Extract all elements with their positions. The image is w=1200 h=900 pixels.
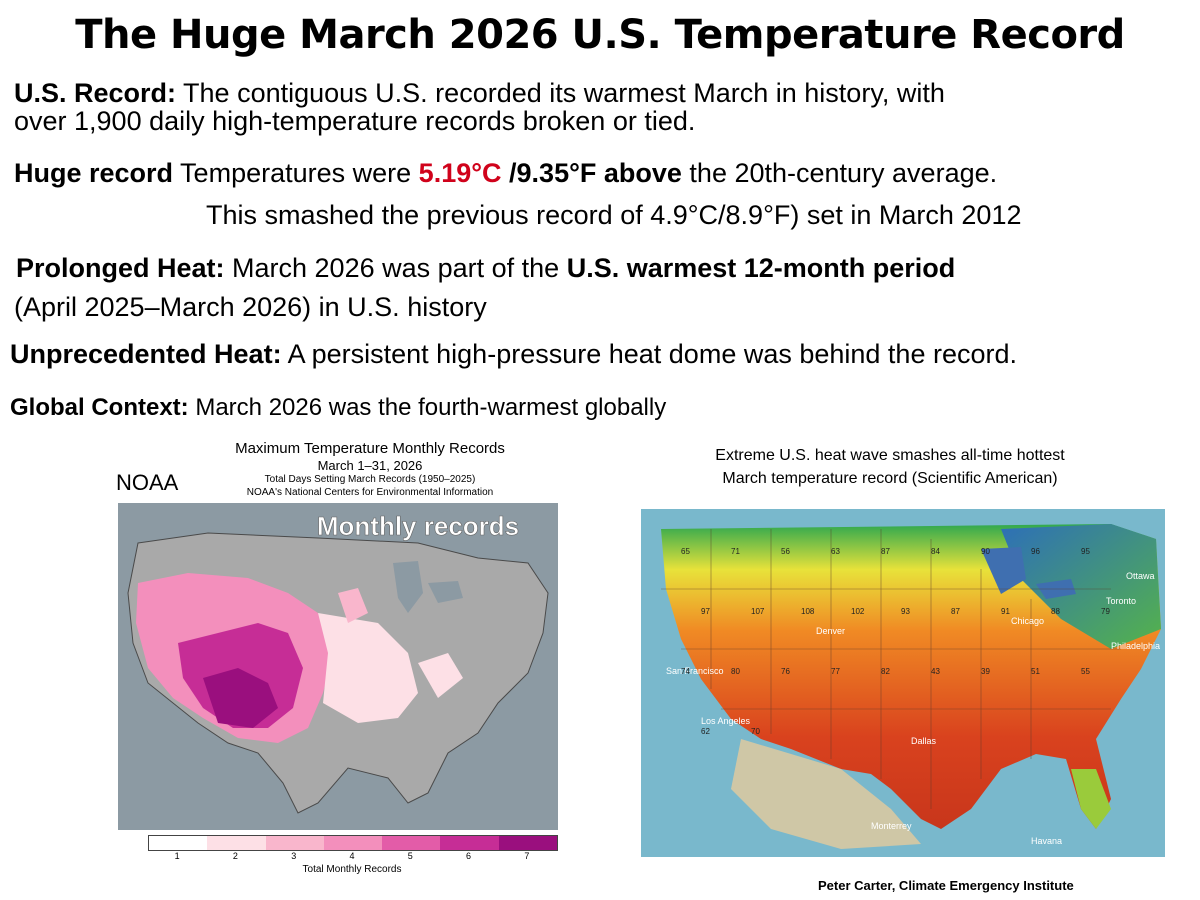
- temperature-label: 80: [731, 667, 740, 676]
- temperature-label: 87: [881, 547, 890, 556]
- temperature-label: 88: [1051, 607, 1060, 616]
- us-record-label: U.S. Record:: [14, 78, 177, 108]
- huge-record-line-1: Huge record Temperatures were 5.19°C /9.…: [14, 158, 997, 188]
- us-record-line-1: U.S. Record: The contiguous U.S. recorde…: [14, 78, 945, 108]
- unprecedented-label: Unprecedented Heat:: [10, 339, 282, 369]
- noaa-map-title: Maximum Temperature Monthly Records: [235, 440, 505, 457]
- global-label: Global Context:: [10, 394, 189, 421]
- unprecedented-text: A persistent high-pressure heat dome was…: [281, 339, 1017, 369]
- legend-tick-label: 4: [349, 851, 355, 861]
- legend-tick-label: 1: [174, 851, 180, 861]
- huge-record-text-a: Temperatures were: [173, 158, 419, 188]
- city-label: Denver: [816, 626, 845, 636]
- heat-map-caption-2: March temperature record (Scientific Ame…: [722, 470, 1058, 487]
- huge-record-line-2: This smashed the previous record of 4.9°…: [206, 200, 1022, 230]
- noaa-legend-ticks: 1 2 3 4 5 6 7: [148, 851, 556, 863]
- temperature-label: 102: [851, 607, 865, 616]
- prolonged-bold: U.S. warmest 12-month period: [566, 253, 956, 283]
- temperature-label: 107: [751, 607, 765, 616]
- city-label: Dallas: [911, 736, 937, 746]
- noaa-map-line4: NOAA's National Centers for Environmenta…: [246, 487, 494, 498]
- prolonged-label: Prolonged Heat:: [16, 253, 225, 283]
- legend-swatch: [440, 836, 499, 850]
- temperature-label: 96: [1031, 547, 1040, 556]
- temperature-label: 90: [981, 547, 990, 556]
- global-text: March 2026 was the fourth-warmest global…: [188, 394, 667, 421]
- city-label: San Francisco: [666, 666, 724, 676]
- noaa-map-line3: Total Days Setting March Records (1950–2…: [264, 474, 476, 485]
- legend-swatch: [323, 836, 383, 850]
- temperature-label: 55: [1081, 667, 1090, 676]
- prolonged-line-2: (April 2025–March 2026) in U.S. history: [14, 292, 487, 322]
- temperature-label: 51: [1031, 667, 1040, 676]
- prolonged-line-1: Prolonged Heat: March 2026 was part of t…: [16, 253, 955, 283]
- temperature-label: 43: [931, 667, 940, 676]
- city-label: Philadelphia: [1111, 641, 1160, 651]
- temperature-label: 63: [831, 547, 840, 556]
- temperature-label: 84: [931, 547, 940, 556]
- legend-tick-label: 3: [291, 851, 297, 861]
- heat-map-graphic: Ottawa Toronto Chicago Denver San Francisco L…: [641, 509, 1165, 857]
- heat-wave-temperature-map: Ottawa Toronto Chicago Denver San Francisco L…: [641, 509, 1165, 857]
- city-label: Monterrey: [871, 821, 912, 831]
- huge-record-value-c: 5.19°C: [418, 158, 502, 188]
- city-label: Havana: [1031, 836, 1062, 846]
- temperature-label: 62: [701, 727, 710, 736]
- legend-tick-label: 5: [407, 851, 413, 861]
- us-record-text-2: over 1,900 daily high-temperature record…: [14, 106, 696, 136]
- noaa-legend-bar: [148, 835, 558, 851]
- global-line: Global Context: March 2026 was the fourt…: [10, 393, 666, 423]
- temperature-label: 97: [701, 607, 710, 616]
- temperature-label: 87: [951, 607, 960, 616]
- legend-swatch: [382, 836, 441, 850]
- city-label: Ottawa: [1126, 571, 1155, 581]
- city-label: Los Angeles: [701, 716, 751, 726]
- noaa-map-subtitle: March 1–31, 2026: [317, 458, 423, 473]
- temperature-label: 93: [901, 607, 910, 616]
- temperature-label: 39: [981, 667, 990, 676]
- credit-text: Peter Carter, Climate Emergency Institut…: [818, 878, 1074, 893]
- legend-swatch: [207, 836, 266, 850]
- legend-tick-label: 6: [466, 851, 472, 861]
- noaa-records-map: Monthly records: [118, 503, 558, 830]
- temperature-label: 74: [681, 667, 690, 676]
- temperature-label: 70: [751, 727, 760, 736]
- temperature-label: 76: [781, 667, 790, 676]
- huge-record-label: Huge record: [14, 158, 174, 188]
- legend-tick-label: 2: [232, 851, 238, 861]
- huge-record-text-b: the 20th-century average.: [681, 158, 998, 188]
- temperature-label: 108: [801, 607, 815, 616]
- legend-swatch: [498, 836, 557, 850]
- legend-swatch: [149, 836, 208, 850]
- legend-tick-label: 7: [524, 851, 530, 861]
- temperature-label: 82: [881, 667, 890, 676]
- legend-swatch: [265, 836, 324, 850]
- us-record-text-1: The contiguous U.S. recorded its warmest…: [176, 78, 945, 108]
- heat-map-caption-1: Extreme U.S. heat wave smashes all-time …: [715, 447, 1065, 464]
- temperature-label: 65: [681, 547, 690, 556]
- noaa-source-label: NOAA: [116, 470, 179, 495]
- city-label: Chicago: [1011, 616, 1044, 626]
- noaa-legend-title: Total Monthly Records: [302, 864, 402, 875]
- unprecedented-line: Unprecedented Heat: A persistent high-pr…: [10, 339, 1017, 369]
- temperature-label: 91: [1001, 607, 1010, 616]
- temperature-label: 95: [1081, 547, 1090, 556]
- temperature-label: 79: [1101, 607, 1110, 616]
- noaa-map-graphic: Monthly records: [118, 503, 558, 830]
- huge-record-value-f: /9.35°F above: [501, 158, 682, 188]
- prolonged-text-a: March 2026 was part of the: [224, 253, 567, 283]
- city-label: Toronto: [1106, 596, 1136, 606]
- temperature-label: 56: [781, 547, 790, 556]
- temperature-label: 77: [831, 667, 840, 676]
- temperature-label: 71: [731, 547, 740, 556]
- noaa-overlay-text: Monthly records: [317, 511, 519, 541]
- page-title: The Huge March 2026 U.S. Temperature Rec…: [75, 12, 1125, 58]
